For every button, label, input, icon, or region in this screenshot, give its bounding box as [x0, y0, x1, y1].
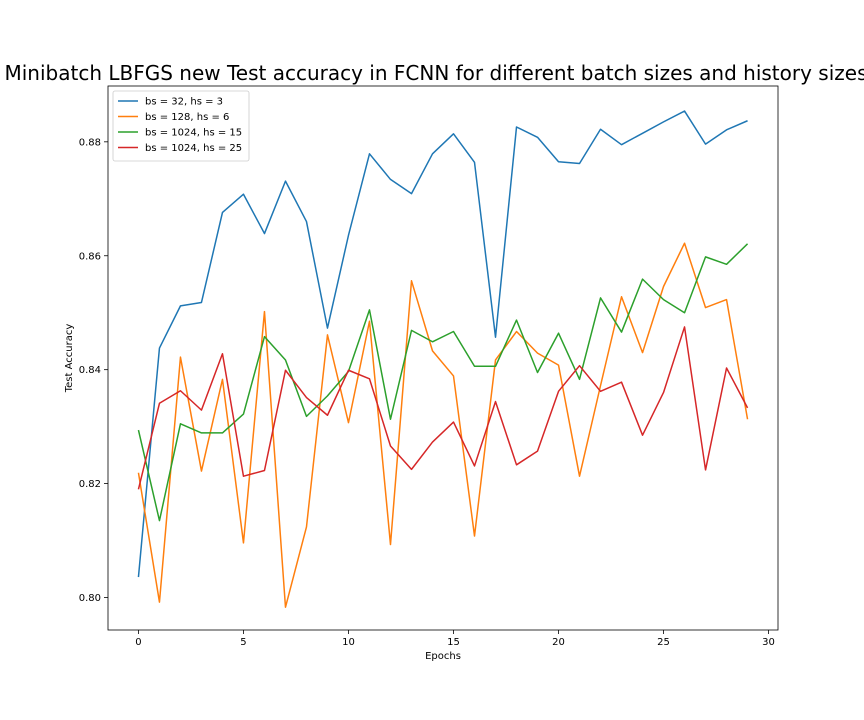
plot-area: 0 5 10 15 20 25 30 0.80 0.82 0.84 0.86 0.88	[79, 85, 779, 648]
y-tick-label: 0.82	[79, 479, 101, 490]
legend: bs = 32, hs = 3 bs = 128, hs = 6 bs = 1024…	[112, 90, 250, 162]
plot-frame	[107, 85, 779, 631]
x-tick-label: 15	[447, 637, 460, 648]
legend-label-3: bs = 1024, hs = 15	[145, 128, 242, 139]
series-line-3	[137, 243, 749, 522]
x-tick-label: 25	[657, 637, 670, 648]
x-axis-label: Epochs	[425, 651, 461, 662]
series-line-2	[137, 242, 749, 608]
legend-label-2: bs = 128, hs = 6	[145, 112, 229, 123]
y-tick-label: 0.84	[79, 365, 101, 376]
x-tick-label: 0	[135, 637, 141, 648]
x-tick-label: 20	[552, 637, 565, 648]
y-tick-label: 0.88	[79, 137, 101, 148]
x-tick-label: 30	[762, 637, 775, 648]
chart-title: Minibatch LBFGS new Test accuracy in FCN…	[4, 61, 864, 85]
x-tick-label: 5	[240, 637, 246, 648]
legend-label-1: bs = 32, hs = 3	[145, 97, 223, 108]
y-tick-label: 0.80	[79, 593, 101, 604]
y-axis-label: Test Accuracy	[64, 324, 75, 394]
series-line-1	[137, 110, 748, 578]
legend-box	[112, 90, 250, 162]
legend-label-4: bs = 1024, hs = 25	[145, 143, 242, 154]
y-tick-label: 0.86	[79, 251, 101, 262]
x-tick-label: 10	[342, 637, 355, 648]
series-line-4	[137, 326, 749, 490]
